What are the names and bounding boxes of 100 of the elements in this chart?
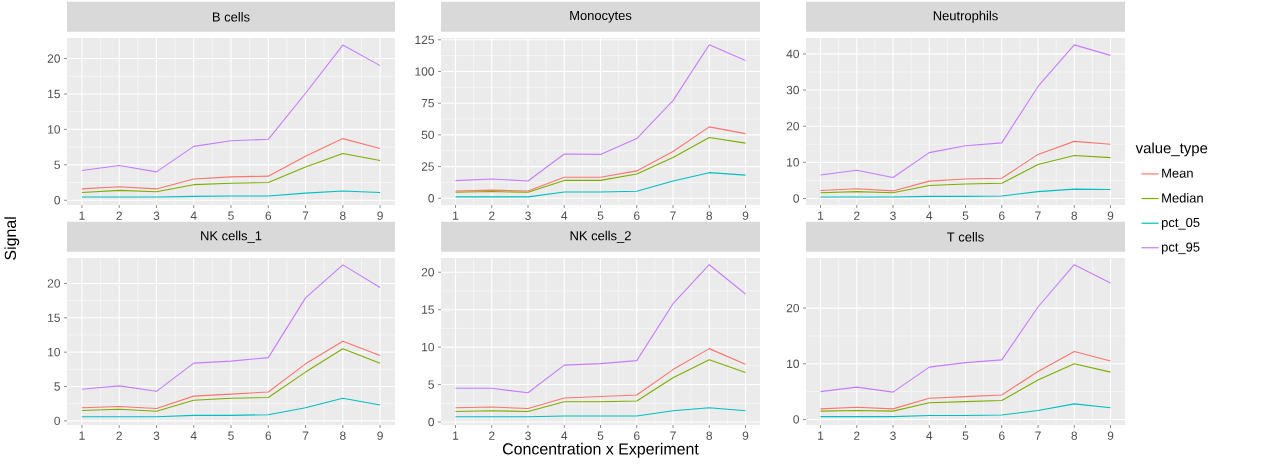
y-tick-label: 20: [786, 303, 800, 313]
line-series: [819, 140, 1112, 192]
y-tick-label: 10: [787, 359, 800, 368]
y-tick-label: 25: [421, 162, 434, 171]
line-series: [454, 264, 747, 394]
x-tick-label: 2: [854, 431, 860, 440]
y-tick-label: 0: [793, 415, 800, 424]
x-tick-label: 7: [1035, 431, 1041, 440]
x-tick-label: 1: [79, 431, 85, 440]
x-tick-label: 9: [742, 431, 749, 440]
chart-title: NK cells_1: [201, 230, 262, 243]
line-series: [454, 136, 747, 193]
x-tick-label: 1: [818, 211, 824, 220]
y-tick-label: 20: [421, 268, 435, 277]
y-tick-label: 125: [415, 35, 434, 44]
x-tick-label: 7: [670, 431, 676, 440]
line-series: [81, 152, 381, 194]
y-tick-label: 20: [47, 279, 61, 288]
legend-label: pct_05: [1161, 217, 1200, 230]
chart-title: Neutrophils: [933, 10, 998, 23]
y-tick-label: 10: [48, 125, 61, 134]
chart-title: T cells: [947, 232, 984, 242]
y-tick-label: 20: [786, 121, 800, 131]
x-tick-label: 1: [453, 431, 459, 440]
x-tick-label: 5: [597, 431, 604, 440]
y-tick-label: 40: [786, 49, 800, 59]
x-tick-label: 6: [634, 211, 640, 220]
x-tick-label: 2: [489, 211, 495, 220]
x-tick-label: 9: [1107, 211, 1114, 220]
x-tick-label: 2: [854, 211, 860, 220]
x-tick-label: 4: [190, 431, 197, 440]
x-tick-label: 9: [377, 431, 383, 440]
x-tick-label: 5: [962, 431, 969, 440]
x-tick-label: 2: [116, 211, 122, 220]
y-tick-label: 100: [415, 67, 435, 76]
y-tick-label: 10: [787, 158, 800, 167]
chart-title: Monocytes: [570, 11, 632, 23]
y-tick-label: 0: [54, 196, 61, 205]
legend-label: Mean: [1162, 168, 1193, 178]
x-tick-label: 6: [265, 211, 272, 220]
x-tick-label: 8: [1071, 431, 1078, 440]
line-series: [454, 359, 747, 413]
line-series: [81, 264, 381, 392]
y-axis-title: Signal: [4, 217, 20, 260]
x-tick-label: 9: [742, 211, 749, 220]
x-tick-label: 9: [1107, 431, 1114, 440]
x-tick-label: 3: [153, 211, 160, 220]
x-tick-label: 7: [1035, 211, 1041, 220]
x-tick-label: 2: [489, 431, 495, 440]
x-tick-label: 9: [377, 211, 383, 220]
x-tick-label: 8: [706, 211, 713, 220]
y-tick-label: 15: [48, 89, 60, 99]
legend-label: Median: [1162, 193, 1203, 203]
x-tick-label: 4: [561, 211, 568, 220]
line-series: [454, 348, 747, 410]
x-tick-label: 4: [190, 211, 197, 220]
y-tick-label: 5: [428, 380, 434, 389]
x-tick-label: 5: [962, 211, 969, 220]
line-series: [81, 44, 381, 173]
line-series: [819, 363, 1112, 412]
x-tick-label: 4: [926, 211, 933, 220]
x-tick-label: 1: [453, 211, 459, 220]
line-series: [454, 126, 747, 192]
y-tick-label: 15: [48, 313, 60, 322]
legend-label: pct_95: [1161, 242, 1200, 255]
x-tick-label: 8: [340, 431, 346, 440]
x-tick-label: 6: [634, 431, 640, 440]
line-series: [81, 138, 381, 190]
x-tick-label: 5: [228, 431, 234, 440]
y-tick-label: 15: [422, 305, 434, 314]
y-tick-label: 20: [47, 54, 61, 63]
x-tick-label: 6: [999, 431, 1005, 440]
y-tick-label: 50: [421, 130, 435, 140]
x-tick-label: 1: [79, 211, 85, 220]
x-tick-label: 8: [340, 211, 346, 220]
y-tick-label: 75: [421, 99, 434, 108]
y-tick-label: 0: [428, 417, 435, 427]
x-tick-label: 7: [670, 211, 676, 220]
line-series: [454, 44, 747, 182]
y-tick-label: 5: [54, 382, 60, 391]
x-tick-label: 3: [890, 431, 896, 440]
x-axis-title: Concentration x Experiment: [502, 442, 699, 458]
x-tick-label: 2: [116, 431, 122, 440]
y-tick-label: 0: [54, 416, 61, 426]
y-tick-label: 0: [793, 194, 800, 203]
x-tick-label: 7: [302, 211, 309, 220]
x-tick-label: 3: [525, 431, 531, 440]
chart-title: NK cells_2: [570, 230, 631, 243]
x-tick-label: 4: [561, 431, 568, 440]
y-tick-label: 10: [48, 347, 61, 357]
line-series: [819, 44, 1112, 179]
x-tick-label: 6: [999, 211, 1005, 220]
x-tick-label: 8: [706, 431, 713, 440]
x-tick-label: 4: [926, 431, 933, 440]
x-tick-label: 3: [890, 211, 896, 220]
line-series: [819, 264, 1112, 393]
x-tick-label: 3: [153, 431, 160, 440]
legend-title: value_type: [1135, 142, 1208, 157]
chart-title: B cells: [212, 12, 250, 22]
x-tick-label: 5: [228, 211, 234, 220]
